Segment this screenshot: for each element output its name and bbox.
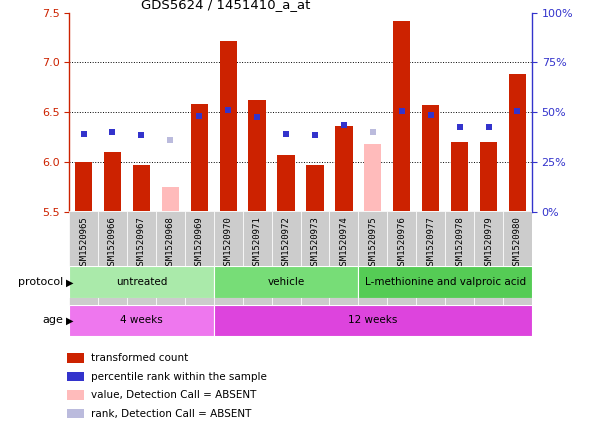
- Text: ▶: ▶: [66, 277, 73, 287]
- Bar: [474, 212, 503, 305]
- Bar: [214, 266, 358, 298]
- Text: 12 weeks: 12 weeks: [348, 316, 397, 325]
- Bar: [422, 105, 439, 212]
- Text: GSM1520977: GSM1520977: [426, 216, 435, 270]
- Text: GSM1520973: GSM1520973: [311, 216, 320, 270]
- Bar: [162, 187, 179, 212]
- Bar: [219, 41, 237, 212]
- Bar: [214, 212, 243, 305]
- Bar: [358, 212, 387, 305]
- Text: rank, Detection Call = ABSENT: rank, Detection Call = ABSENT: [91, 409, 252, 419]
- Bar: [69, 266, 214, 298]
- Bar: [69, 212, 98, 305]
- Bar: [364, 144, 382, 212]
- Text: GSM1520971: GSM1520971: [252, 216, 261, 270]
- Text: GSM1520965: GSM1520965: [79, 216, 88, 270]
- Bar: [75, 162, 93, 212]
- Text: untreated: untreated: [116, 277, 167, 287]
- Bar: [508, 74, 526, 212]
- Bar: [272, 212, 300, 305]
- Text: protocol: protocol: [18, 277, 63, 287]
- Text: GSM1520968: GSM1520968: [166, 216, 175, 270]
- Bar: [416, 212, 445, 305]
- Bar: [214, 305, 532, 336]
- Bar: [191, 104, 208, 212]
- Bar: [503, 212, 532, 305]
- Bar: [67, 371, 84, 381]
- Text: vehicle: vehicle: [267, 277, 305, 287]
- Bar: [127, 212, 156, 305]
- Bar: [67, 353, 84, 363]
- Text: transformed count: transformed count: [91, 353, 189, 363]
- Text: GSM1520969: GSM1520969: [195, 216, 204, 270]
- Bar: [67, 390, 84, 400]
- Bar: [393, 21, 410, 212]
- Bar: [248, 100, 266, 212]
- Text: GDS5624 / 1451410_a_at: GDS5624 / 1451410_a_at: [141, 0, 311, 11]
- Bar: [243, 212, 272, 305]
- Text: value, Detection Call = ABSENT: value, Detection Call = ABSENT: [91, 390, 257, 400]
- Bar: [300, 212, 329, 305]
- Text: GSM1520970: GSM1520970: [224, 216, 233, 270]
- Text: 4 weeks: 4 weeks: [120, 316, 163, 325]
- Text: percentile rank within the sample: percentile rank within the sample: [91, 372, 267, 382]
- Text: age: age: [42, 316, 63, 325]
- Bar: [445, 212, 474, 305]
- Bar: [69, 305, 214, 336]
- Bar: [67, 409, 84, 418]
- Text: GSM1520978: GSM1520978: [455, 216, 464, 270]
- Bar: [480, 142, 497, 212]
- Text: GSM1520967: GSM1520967: [137, 216, 146, 270]
- Text: GSM1520975: GSM1520975: [368, 216, 377, 270]
- Text: GSM1520979: GSM1520979: [484, 216, 493, 270]
- Bar: [307, 165, 324, 212]
- Bar: [104, 152, 121, 212]
- Text: GSM1520972: GSM1520972: [281, 216, 290, 270]
- Bar: [185, 212, 214, 305]
- Text: GSM1520974: GSM1520974: [340, 216, 349, 270]
- Bar: [387, 212, 416, 305]
- Bar: [277, 155, 294, 212]
- Bar: [335, 126, 353, 212]
- Bar: [98, 212, 127, 305]
- Bar: [358, 266, 532, 298]
- Bar: [133, 165, 150, 212]
- Bar: [156, 212, 185, 305]
- Text: L-methionine and valproic acid: L-methionine and valproic acid: [365, 277, 526, 287]
- Bar: [329, 212, 358, 305]
- Text: GSM1520976: GSM1520976: [397, 216, 406, 270]
- Text: GSM1520966: GSM1520966: [108, 216, 117, 270]
- Bar: [451, 142, 468, 212]
- Text: ▶: ▶: [66, 316, 73, 325]
- Text: GSM1520980: GSM1520980: [513, 216, 522, 270]
